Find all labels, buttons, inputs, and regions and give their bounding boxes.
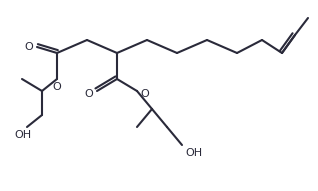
Text: O: O <box>84 89 93 99</box>
Text: OH: OH <box>14 130 31 140</box>
Text: O: O <box>24 42 33 52</box>
Text: OH: OH <box>185 148 202 158</box>
Text: O: O <box>140 89 149 99</box>
Text: O: O <box>52 82 61 92</box>
